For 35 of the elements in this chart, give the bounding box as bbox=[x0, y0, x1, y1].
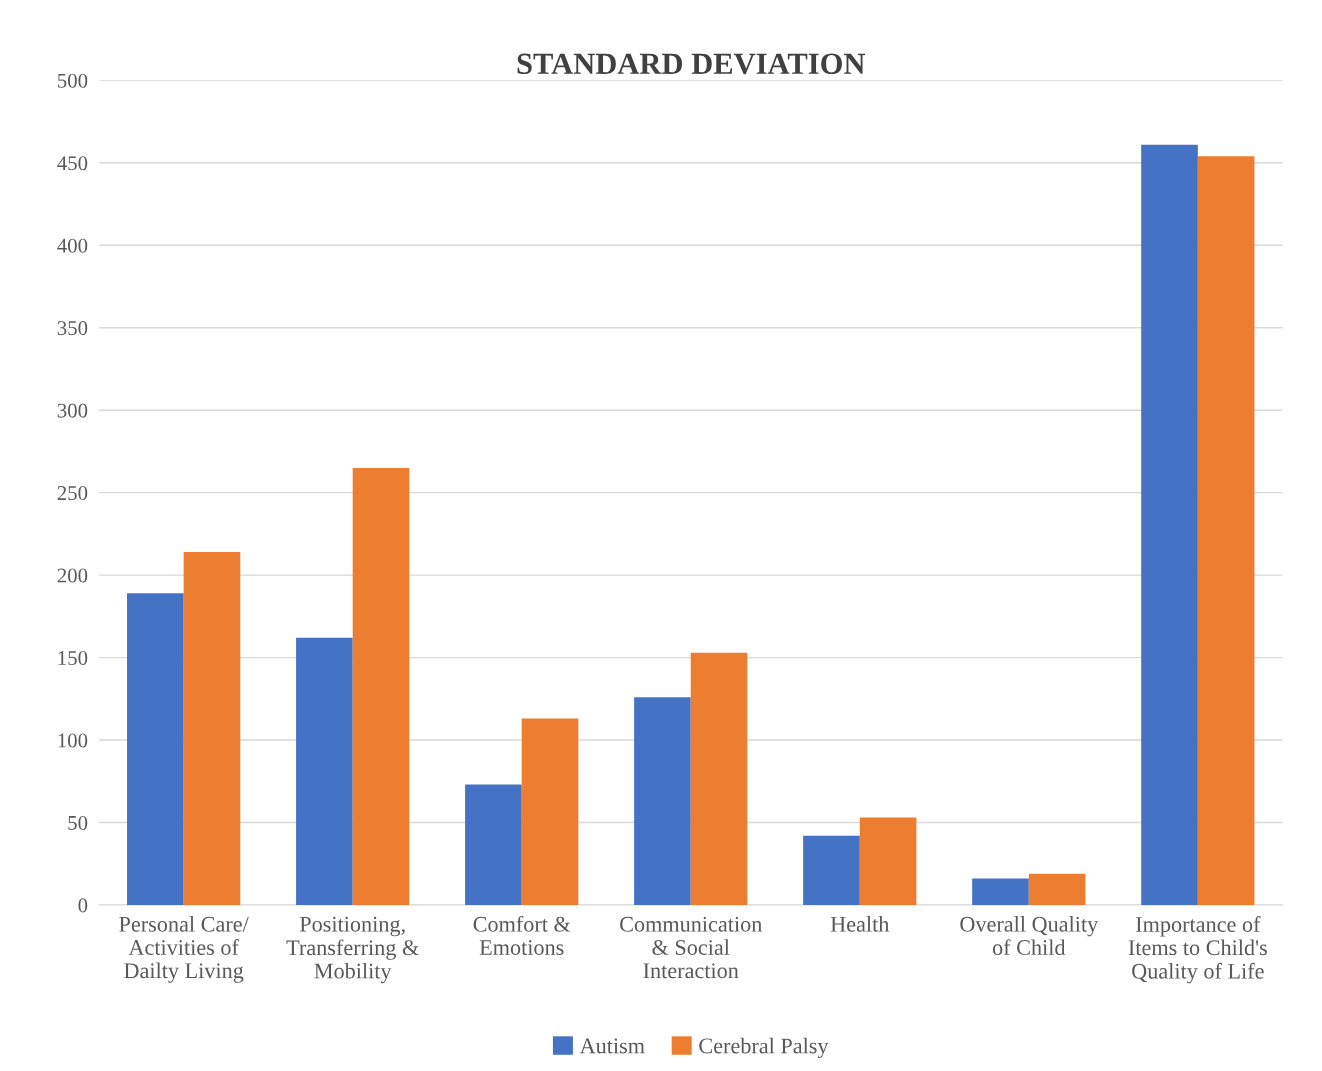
y-tick-label: 450 bbox=[57, 156, 88, 171]
x-tick-label: Personal Care/ Activities of Dailty Living bbox=[119, 916, 249, 983]
y-tick-label: 100 bbox=[58, 733, 88, 748]
bar bbox=[465, 784, 522, 905]
x-tick-label: Health bbox=[830, 916, 890, 932]
bar bbox=[127, 593, 184, 905]
x-tick-label: Communication & Social Interaction bbox=[620, 916, 763, 979]
bar bbox=[634, 697, 691, 905]
bar bbox=[803, 835, 860, 905]
bar bbox=[1197, 156, 1255, 905]
y-tick-label: 250 bbox=[57, 486, 88, 501]
y-tick-label: 150 bbox=[58, 650, 88, 666]
legend-label: Autism bbox=[579, 1038, 645, 1054]
x-tick-label: Comfort & Emotions bbox=[473, 915, 571, 955]
bar bbox=[1141, 144, 1198, 905]
bar bbox=[690, 652, 748, 905]
y-tick-label: 200 bbox=[57, 568, 88, 583]
legend-label: Cerebral Palsy bbox=[699, 1037, 829, 1059]
y-tick-label: 500 bbox=[58, 73, 88, 88]
y-tick-label: 400 bbox=[57, 238, 88, 253]
bar bbox=[521, 718, 579, 905]
y-tick-label: 300 bbox=[57, 403, 88, 418]
bar bbox=[972, 878, 1029, 905]
chart-title: STANDARD DEVIATION bbox=[517, 53, 866, 75]
bar bbox=[1028, 873, 1086, 905]
x-tick-label: Positioning, Transferring & Mobility bbox=[286, 916, 419, 984]
x-tick-label: Importance of Items to Child's Quality of Life bbox=[1128, 916, 1267, 984]
y-tick-label: 0 bbox=[78, 898, 88, 913]
bar bbox=[352, 467, 410, 905]
y-tick-label: 50 bbox=[68, 815, 88, 830]
x-tick-label: Overall Quality of Child bbox=[960, 916, 1099, 956]
bar bbox=[183, 552, 241, 905]
bar bbox=[296, 637, 353, 905]
y-tick-label: 350 bbox=[57, 321, 88, 336]
bar bbox=[859, 817, 917, 905]
